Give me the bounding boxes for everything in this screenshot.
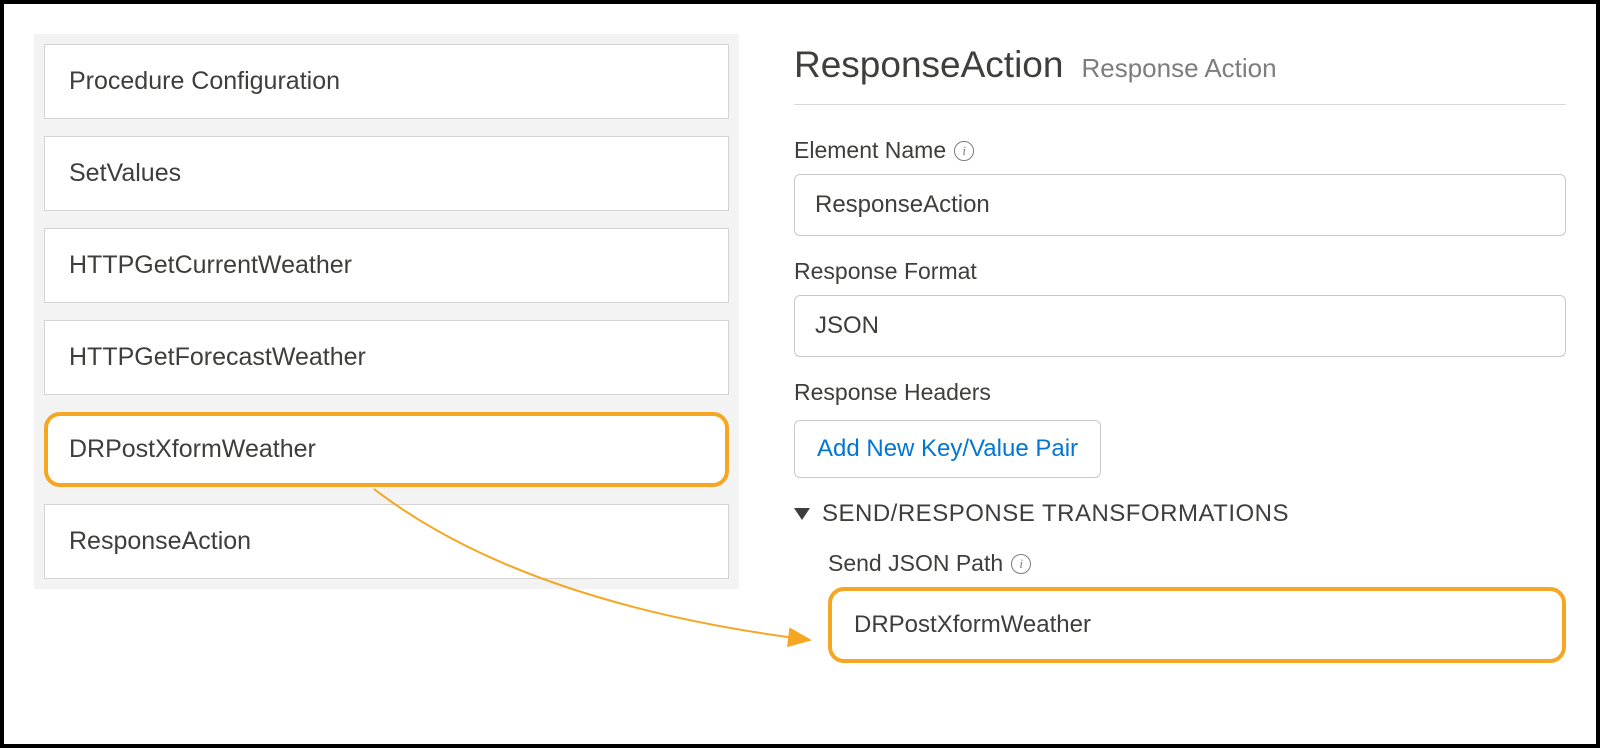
- step-httpgetcurrentweather[interactable]: HTTPGetCurrentWeather: [44, 228, 729, 303]
- element-name-label: Element Name i: [794, 137, 1566, 164]
- send-json-path-label: Send JSON Path i: [828, 550, 1566, 577]
- step-setvalues[interactable]: SetValues: [44, 136, 729, 211]
- add-key-value-button[interactable]: Add New Key/Value Pair: [794, 420, 1101, 478]
- response-headers-label-text: Response Headers: [794, 379, 991, 406]
- panel-title: ResponseAction: [794, 44, 1063, 86]
- send-json-path-input[interactable]: [828, 587, 1566, 663]
- app-frame: Procedure Configuration SetValues HTTPGe…: [0, 0, 1600, 748]
- send-json-path-label-text: Send JSON Path: [828, 550, 1003, 577]
- chevron-down-icon: [794, 508, 810, 520]
- panel-subtitle: Response Action: [1081, 53, 1276, 84]
- info-icon[interactable]: i: [1011, 554, 1031, 574]
- panel-header: ResponseAction Response Action: [794, 44, 1566, 105]
- section-title-text: SEND/RESPONSE TRANSFORMATIONS: [822, 500, 1289, 528]
- response-format-input[interactable]: [794, 295, 1566, 357]
- section-body: Send JSON Path i: [828, 550, 1566, 663]
- step-responseaction[interactable]: ResponseAction: [44, 504, 729, 579]
- step-httpgetforecastweather[interactable]: HTTPGetForecastWeather: [44, 320, 729, 395]
- field-element-name: Element Name i: [794, 137, 1566, 236]
- step-procedure-configuration[interactable]: Procedure Configuration: [44, 44, 729, 119]
- response-format-label-text: Response Format: [794, 258, 977, 285]
- field-response-format: Response Format: [794, 258, 1566, 357]
- element-name-label-text: Element Name: [794, 137, 946, 164]
- properties-panel: ResponseAction Response Action Element N…: [794, 44, 1566, 663]
- section-send-response-transformations[interactable]: SEND/RESPONSE TRANSFORMATIONS: [794, 500, 1566, 528]
- element-name-input[interactable]: [794, 174, 1566, 236]
- info-icon[interactable]: i: [954, 141, 974, 161]
- field-response-headers: Response Headers Add New Key/Value Pair: [794, 379, 1566, 478]
- response-format-label: Response Format: [794, 258, 1566, 285]
- step-drpostxformweather[interactable]: DRPostXformWeather: [44, 412, 729, 487]
- steps-panel: Procedure Configuration SetValues HTTPGe…: [34, 34, 739, 589]
- response-headers-label: Response Headers: [794, 379, 1566, 406]
